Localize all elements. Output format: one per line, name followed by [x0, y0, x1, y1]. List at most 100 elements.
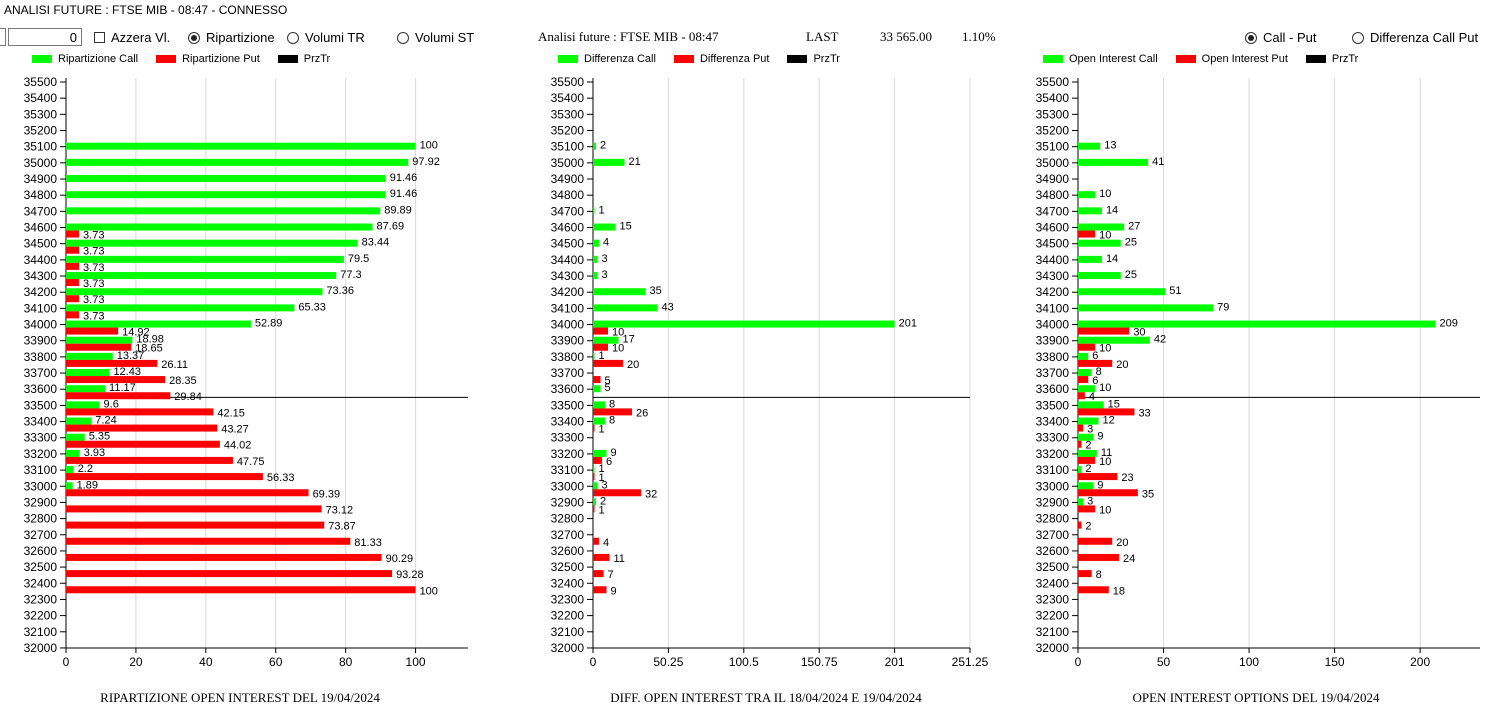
y-tick-label: 32300: [24, 592, 58, 606]
y-tick-label: 34200: [24, 285, 58, 299]
y-tick-label: 33700: [24, 366, 58, 380]
y-tick-label: 33800: [551, 350, 585, 364]
radio-selected-icon[interactable]: [1245, 31, 1257, 44]
call-bar: [1078, 304, 1214, 312]
put-bar: [66, 424, 218, 432]
y-tick-label: 33400: [551, 415, 585, 429]
put-bar-label: 10: [1099, 343, 1111, 355]
put-bar: [593, 570, 604, 578]
x-tick-label: 0: [1075, 655, 1082, 669]
radio-icon[interactable]: [287, 31, 299, 44]
diff-call-put-radio[interactable]: Differenza Call Put: [1352, 30, 1478, 45]
ripartizione-radio[interactable]: Ripartizione: [188, 30, 275, 45]
call-bar: [66, 369, 110, 377]
put-bar-label: 1: [599, 472, 605, 484]
put-bar-label: 3.73: [83, 278, 104, 290]
put-bar: [66, 473, 263, 481]
legend-chart-2: Differenza Call Differenza Put PrzTr: [558, 53, 858, 65]
y-tick-label: 33300: [24, 431, 58, 445]
y-tick-label: 35200: [1036, 124, 1070, 138]
y-tick-label: 33900: [551, 334, 585, 348]
checkbox-box[interactable]: [94, 32, 105, 43]
put-bar: [593, 408, 633, 416]
call-bar-label: 17: [623, 334, 635, 346]
azzera-checkbox[interactable]: Azzera Vl.: [94, 30, 170, 45]
call-bar-label: 1.89: [77, 479, 98, 491]
y-tick-label: 35500: [551, 75, 585, 89]
volumi-st-radio[interactable]: Volumi ST: [397, 30, 474, 45]
put-bar: [1078, 440, 1082, 448]
put-bar-label: 26.11: [161, 359, 188, 371]
put-bar-label: 18.65: [135, 343, 163, 355]
value-spinner[interactable]: 0: [8, 28, 82, 46]
call-bar: [66, 482, 73, 490]
put-bar-label: 10: [612, 343, 624, 355]
legend-swatch-prz: [277, 55, 298, 63]
put-bar: [1078, 586, 1109, 594]
y-tick-label: 35200: [24, 124, 58, 138]
volumi-st-label: Volumi ST: [415, 30, 475, 45]
put-bar: [593, 489, 642, 497]
call-bar: [66, 320, 251, 328]
y-tick-label: 35300: [551, 107, 585, 121]
put-bar-label: 20: [627, 359, 639, 371]
put-bar-label: 42.15: [217, 407, 245, 419]
put-bar: [66, 343, 132, 351]
call-bar-label: 5: [605, 382, 611, 394]
y-tick-label: 34100: [1036, 301, 1070, 315]
y-tick-label: 32700: [551, 528, 585, 542]
y-tick-label: 33300: [1036, 431, 1070, 445]
y-tick-label: 35100: [551, 140, 585, 154]
call-bar-label: 1: [599, 350, 605, 362]
y-tick-label: 34400: [24, 253, 58, 267]
x-tick-label: 0: [63, 655, 70, 669]
radio-selected-icon[interactable]: [188, 31, 200, 44]
spinner-left-edge: [0, 28, 6, 46]
radio-icon[interactable]: [397, 31, 409, 44]
put-bar-label: 3.73: [83, 310, 104, 322]
y-tick-label: 33200: [24, 447, 58, 461]
y-tick-label: 32200: [551, 609, 585, 623]
legend-swatch-prz: [787, 55, 808, 63]
y-tick-label: 32800: [1036, 512, 1070, 526]
x-tick-label: 200: [1410, 655, 1430, 669]
call-bar-label: 9: [1097, 431, 1103, 443]
y-tick-label: 32800: [24, 512, 58, 526]
legend-swatch-put: [673, 55, 694, 63]
radio-icon[interactable]: [1352, 31, 1364, 44]
call-put-radio[interactable]: Call - Put: [1245, 30, 1316, 45]
call-bar: [1078, 369, 1092, 377]
put-bar: [66, 230, 80, 238]
y-tick-label: 32300: [1036, 592, 1070, 606]
call-bar-label: 2: [1085, 463, 1091, 475]
call-bar: [593, 288, 646, 296]
y-tick-label: 32000: [24, 641, 58, 655]
x-tick-label: 80: [339, 655, 353, 669]
y-tick-label: 32900: [1036, 495, 1070, 509]
put-bar: [66, 376, 166, 384]
y-tick-label: 34000: [24, 318, 58, 332]
y-tick-label: 33100: [1036, 463, 1070, 477]
call-bar-label: 2.2: [78, 463, 93, 475]
volumi-tr-radio[interactable]: Volumi TR: [287, 30, 365, 45]
y-tick-label: 35400: [551, 91, 585, 105]
call-bar-label: 6: [1092, 350, 1098, 362]
call-bar: [1078, 498, 1084, 506]
call-bar: [1078, 142, 1101, 150]
x-tick-label: 0: [590, 655, 597, 669]
x-tick-label: 150.75: [801, 655, 838, 669]
call-bar: [593, 498, 597, 506]
y-tick-label: 32200: [1036, 609, 1070, 623]
call-bar-label: 21: [629, 156, 641, 168]
put-bar: [66, 489, 309, 497]
call-bar-label: 100: [420, 140, 438, 152]
put-bar-label: 20: [1116, 537, 1128, 549]
call-bar-label: 12.43: [113, 366, 141, 378]
call-bar: [66, 385, 106, 393]
chart-3-title: OPEN INTEREST OPTIONS DEL 19/04/2024: [1132, 690, 1380, 705]
put-bar: [593, 473, 595, 481]
call-bar: [1078, 401, 1104, 409]
put-bar: [1078, 505, 1096, 513]
x-tick-label: 100: [406, 655, 426, 669]
